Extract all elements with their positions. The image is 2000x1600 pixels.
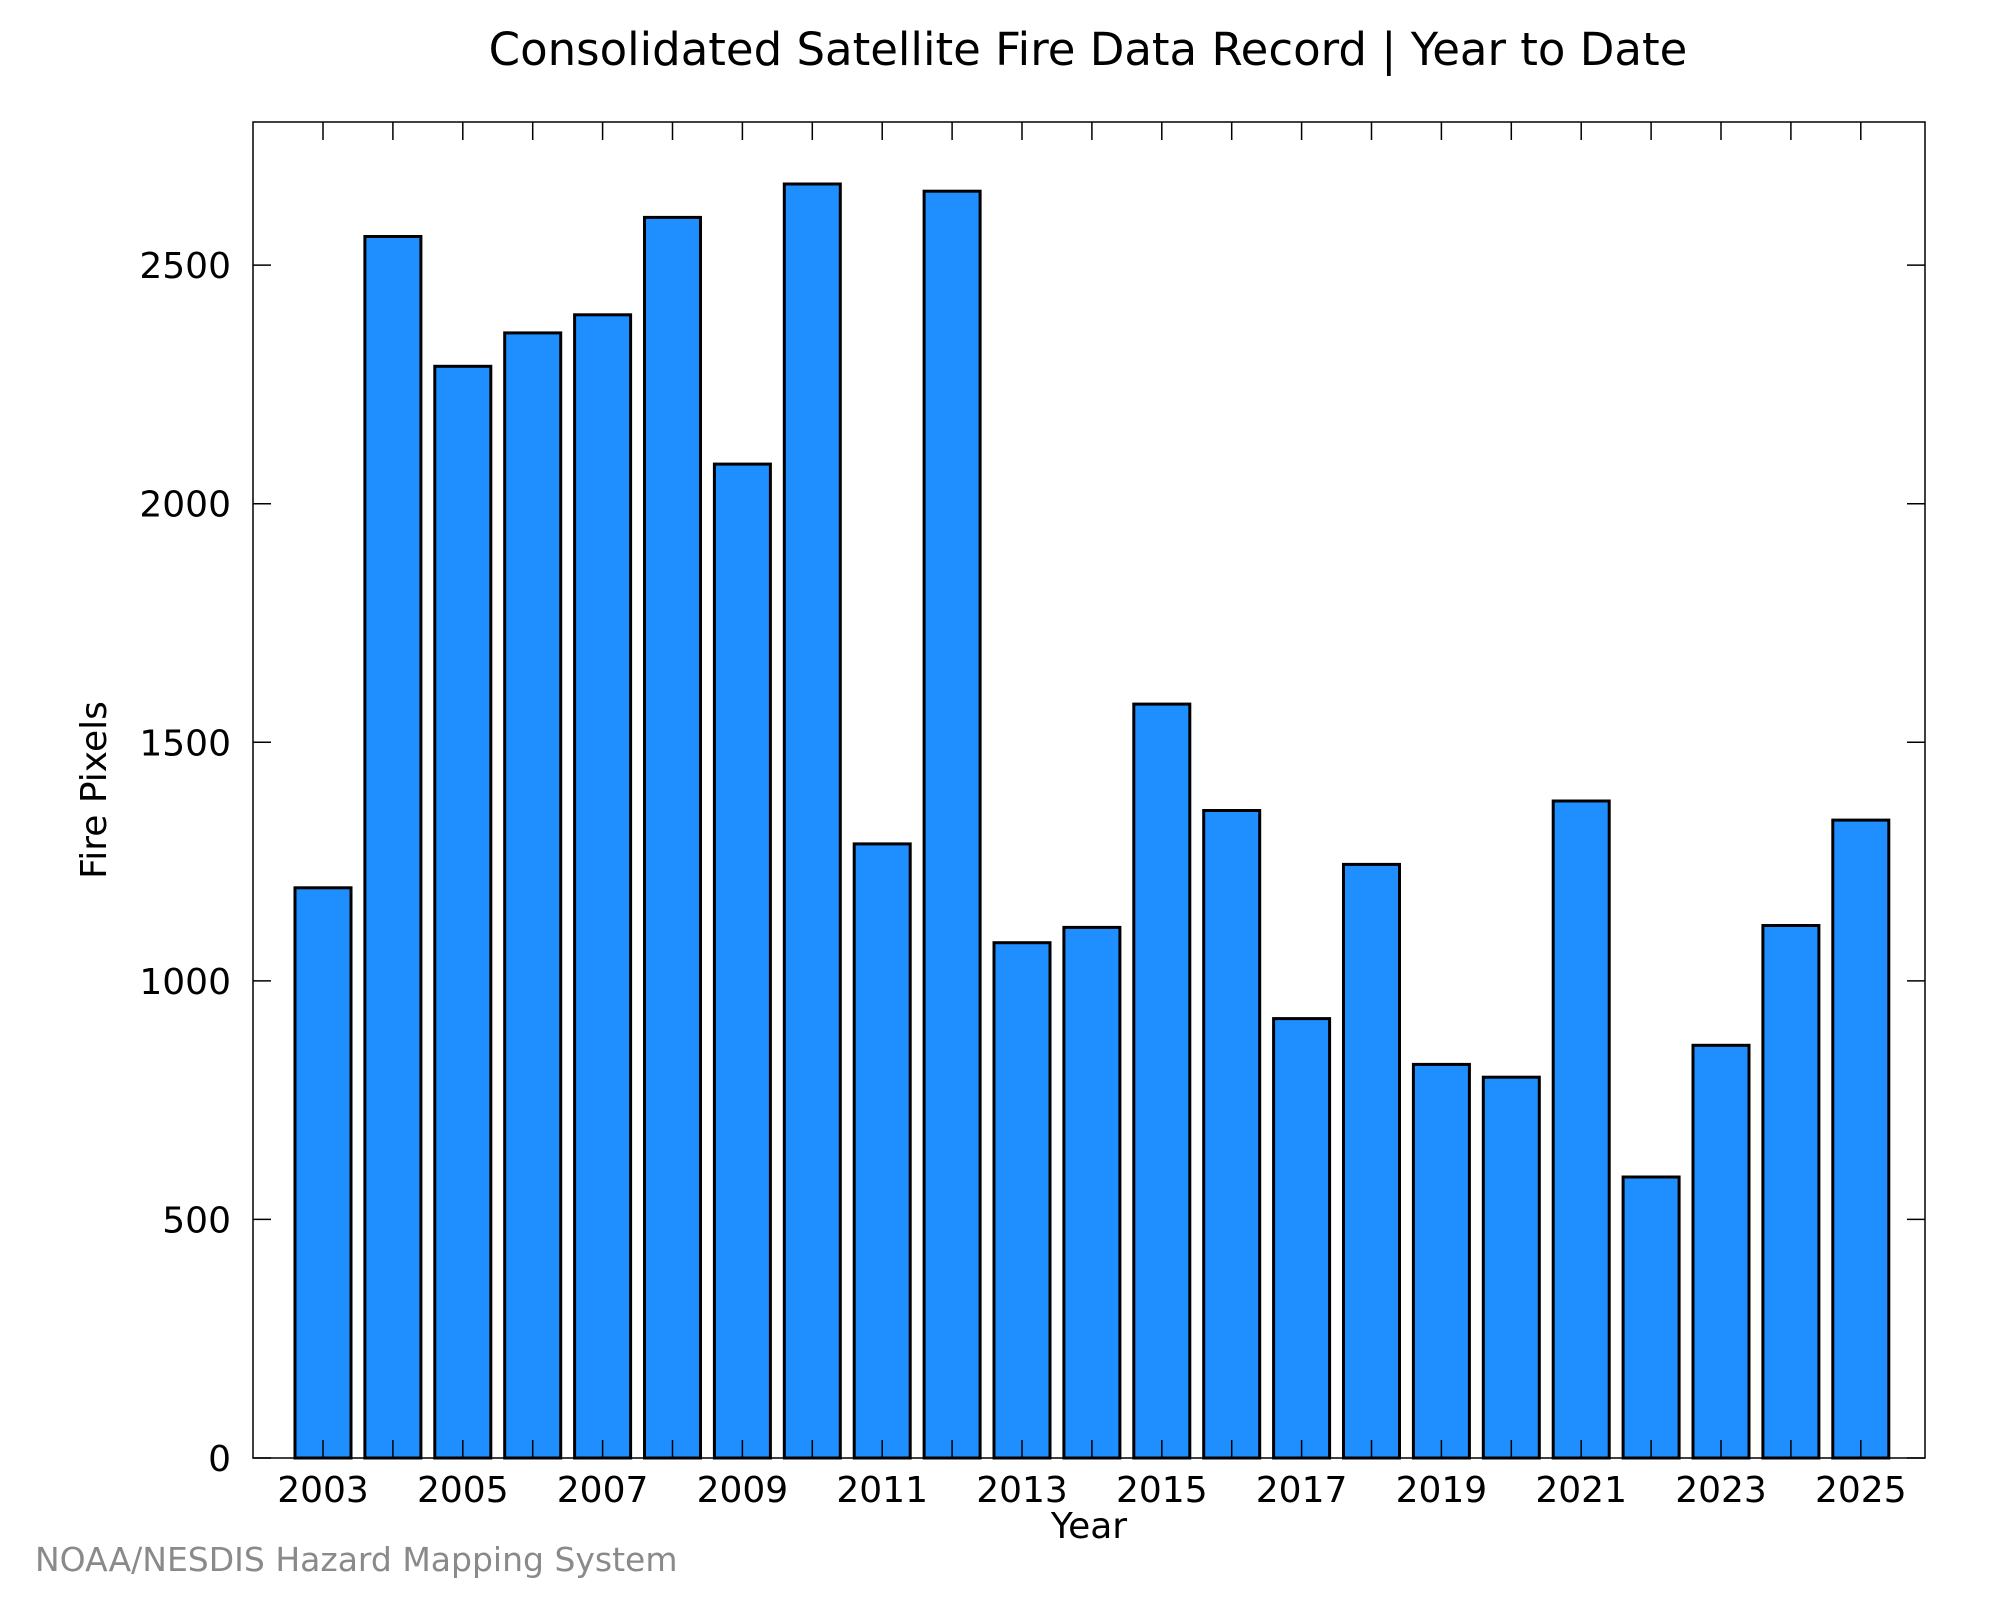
y-tick-label: 1500 [139, 723, 231, 764]
bar-2020 [1481, 1075, 1541, 1460]
x-axis-ticks: 2003 2005 2007 2009 2011 2013 2015 2017 2019 2021… [277, 122, 1907, 1511]
y-tick-label: 0 [208, 1439, 231, 1480]
bar-2018 [1342, 862, 1401, 1460]
bar-2012 [922, 189, 982, 1460]
x-tick-label: 2009 [697, 1470, 789, 1511]
y-tick-label: 1000 [139, 962, 231, 1003]
x-tick-label: 2025 [1815, 1470, 1907, 1511]
x-tick-label: 2017 [1256, 1470, 1348, 1511]
bar-2009 [712, 462, 772, 1460]
x-tick-label: 2003 [277, 1470, 369, 1511]
y-tick-label: 500 [162, 1200, 231, 1241]
chart-title: Consolidated Satellite Fire Data Record … [489, 23, 1688, 76]
y-axis-label: Fire Pixels [74, 701, 115, 879]
bar-2003 [293, 886, 353, 1460]
bar-2007 [573, 313, 633, 1460]
bar-2010 [782, 182, 842, 1460]
x-axis-label: Year [1050, 1506, 1127, 1547]
x-tick-label: 2015 [1116, 1470, 1208, 1511]
bar-2023 [1691, 1043, 1751, 1460]
bar-2006 [503, 331, 563, 1460]
x-tick-label: 2005 [417, 1470, 509, 1511]
x-tick-label: 2023 [1675, 1470, 1767, 1511]
bar-2021 [1551, 799, 1611, 1460]
x-tick-label: 2021 [1535, 1470, 1627, 1511]
bars-group [293, 182, 1891, 1460]
bar-2025 [1831, 818, 1891, 1460]
bar-2014 [1062, 925, 1122, 1460]
y-tick-label: 2500 [139, 246, 231, 287]
plot-frame [252, 121, 1926, 1459]
bar-2015 [1132, 702, 1192, 1460]
credit-text: NOAA/NESDIS Hazard Mapping System [35, 1540, 678, 1579]
x-tick-label: 2019 [1396, 1470, 1488, 1511]
bar-2022 [1621, 1175, 1681, 1460]
bar-2005 [433, 364, 493, 1460]
bar-2004 [363, 235, 423, 1460]
bar-2013 [992, 941, 1052, 1460]
x-tick-label: 2013 [976, 1470, 1068, 1511]
bar-2016 [1202, 809, 1262, 1460]
bar-2008 [643, 215, 702, 1460]
bar-2011 [852, 842, 912, 1460]
bar-2019 [1411, 1062, 1471, 1460]
bar-2024 [1761, 924, 1821, 1460]
y-axis-ticks: 0 500 1000 1500 2000 2500 [139, 246, 1925, 1480]
x-tick-label: 2007 [557, 1470, 649, 1511]
x-tick-label: 2011 [836, 1470, 928, 1511]
y-tick-label: 2000 [139, 485, 231, 526]
bar-2017 [1272, 1017, 1332, 1460]
